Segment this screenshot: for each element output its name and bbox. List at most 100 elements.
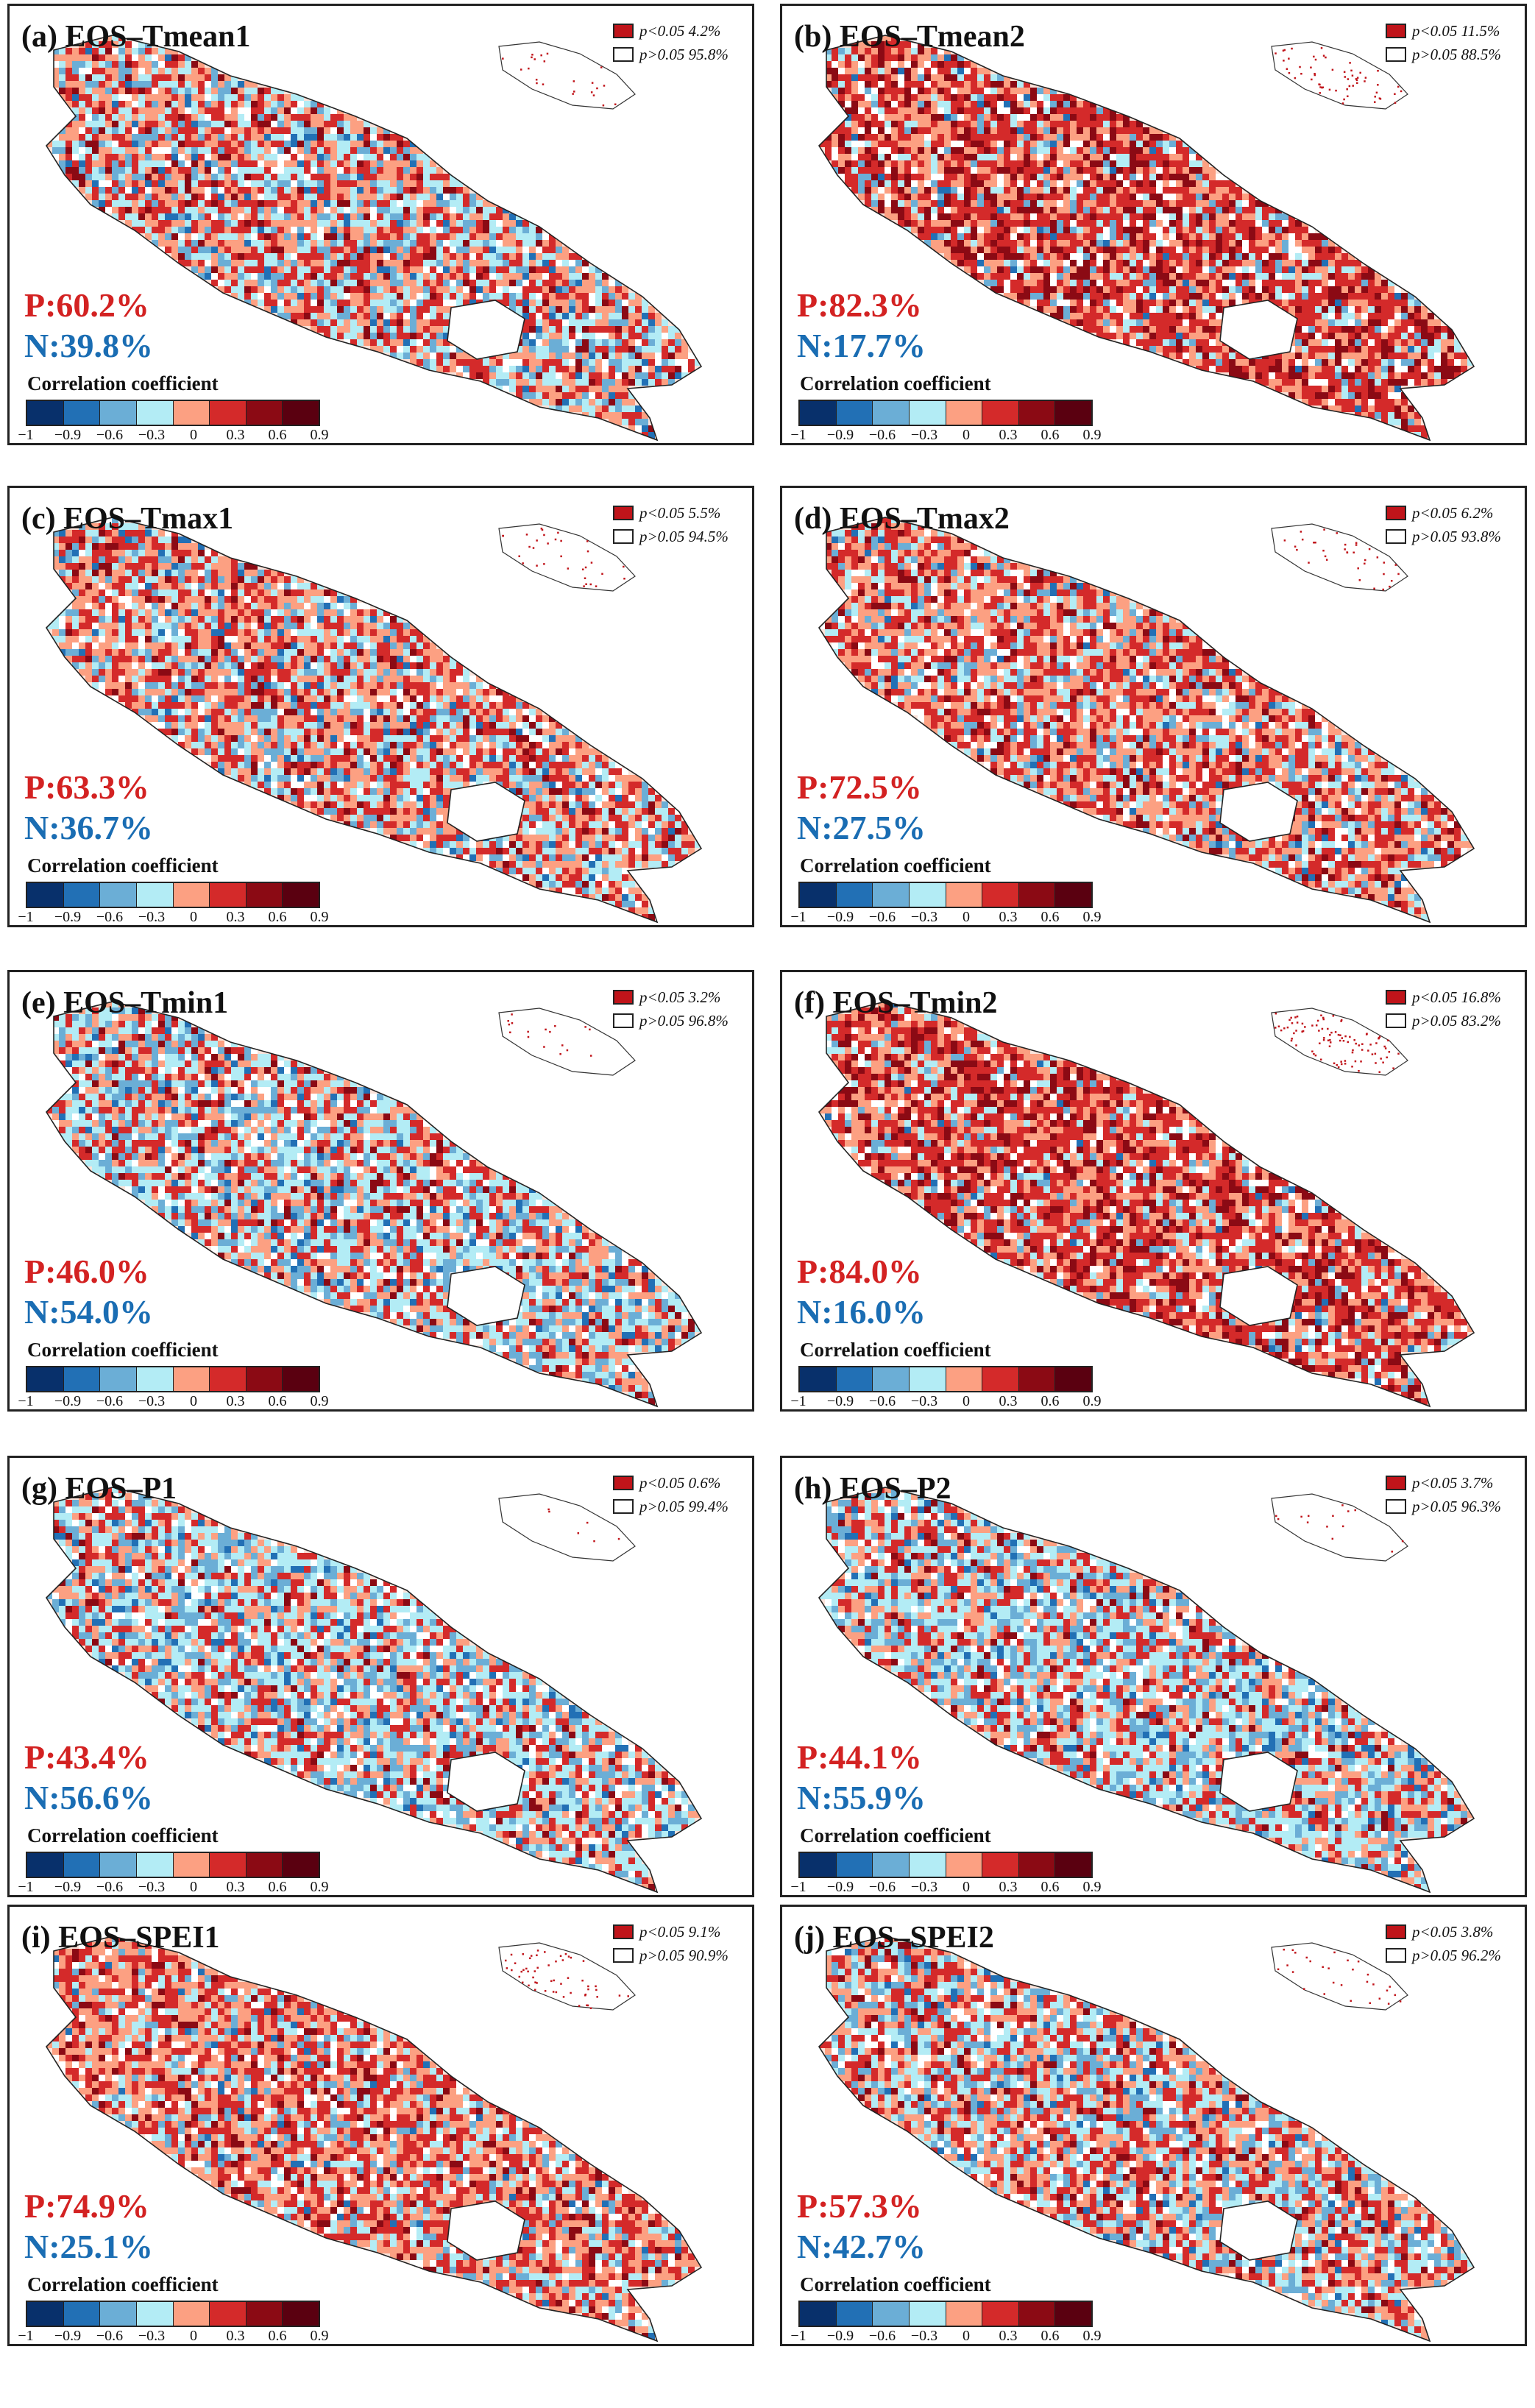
colorbar-tick-label: 0 — [963, 2328, 970, 2344]
significant-share: p<0.05 11.5% — [1412, 22, 1500, 40]
significance-inset-map — [1271, 523, 1408, 592]
colorbar-swatch-2 — [100, 883, 137, 907]
panel-title: (f) EOS–Tmin2 — [794, 985, 998, 1021]
colorbar-title: Correlation coefficient — [800, 1339, 991, 1361]
positive-share: P:60.2% — [24, 286, 149, 325]
region-outline — [45, 1936, 703, 2343]
colorbar-tick-label: 0.3 — [227, 427, 245, 443]
significance-inset-map — [1271, 1493, 1408, 1562]
map-panel-b: (b) EOS–Tmean2 p<0.05 11.5% p>0.05 88.5% P:… — [780, 4, 1527, 445]
colorbar-tick-label: 0.3 — [999, 427, 1018, 443]
colorbar-tick-label: −0.3 — [911, 909, 937, 925]
map-panel-a: (a) EOS–Tmean1 p<0.05 4.2% p>0.05 95.8% P:6… — [7, 4, 754, 445]
nonsignificant-share: p>0.05 93.8% — [1412, 528, 1501, 546]
colorbar-tick-label: −0.3 — [911, 2328, 937, 2344]
significant-swatch — [1386, 1924, 1406, 1939]
panel-title: (g) EOS–P1 — [21, 1471, 177, 1506]
colorbar-tick-label: 0.9 — [311, 2328, 329, 2344]
region-outline — [818, 35, 1475, 442]
colorbar-swatch-6 — [246, 1853, 283, 1877]
positive-share: P:74.9% — [24, 2186, 149, 2225]
correlation-map — [818, 517, 1475, 924]
significant-swatch — [1386, 506, 1406, 520]
region-outline — [45, 35, 703, 442]
colorbar-swatch-5 — [982, 2302, 1019, 2326]
colorbar-tick-label: −0.6 — [869, 2328, 896, 2344]
colorbar-title: Correlation coefficient — [800, 1824, 991, 1847]
panel-title: (d) EOS–Tmax2 — [794, 501, 1010, 537]
significant-swatch — [613, 1924, 634, 1939]
significance-inset-map — [498, 1942, 636, 2011]
colorbar-tick-label: 0.3 — [999, 1879, 1018, 1895]
nonsignificant-share: p>0.05 90.9% — [639, 1947, 728, 1965]
region-outline — [818, 1001, 1475, 1408]
positive-share: P:63.3% — [24, 768, 149, 807]
colorbar — [798, 1366, 1093, 1392]
colorbar-swatch-5 — [210, 883, 247, 907]
colorbar-tick-label: −0.6 — [869, 909, 896, 925]
correlation-map — [818, 1936, 1475, 2343]
panel-title: (c) EOS–Tmax1 — [21, 501, 233, 537]
colorbar-tick-label: −0.6 — [869, 1393, 896, 1409]
colorbar-tick-label: 0.9 — [311, 1879, 329, 1895]
colorbar-swatch-4 — [946, 1853, 983, 1877]
colorbar-tick-label: 0 — [963, 1879, 970, 1895]
correlation-map — [45, 35, 703, 442]
colorbar-swatch-5 — [982, 883, 1019, 907]
colorbar-swatch-1 — [63, 1853, 101, 1877]
region-outline — [45, 1487, 703, 1894]
colorbar-title: Correlation coefficient — [27, 854, 219, 877]
colorbar-swatch-2 — [100, 1853, 137, 1877]
map-panel-i: (i) EOS–SPEI1 p<0.05 9.1% p>0.05 90.9% P:74… — [7, 1905, 754, 2346]
colorbar-tick-label: 0 — [963, 1393, 970, 1409]
nonsignificant-share: p>0.05 99.4% — [639, 1498, 728, 1516]
positive-share: P:84.0% — [797, 1252, 922, 1291]
colorbar-tick-label: 0.3 — [227, 2328, 245, 2344]
colorbar-swatch-5 — [982, 401, 1019, 425]
colorbar-tick-label: −1 — [18, 1879, 33, 1895]
colorbar-swatch-7 — [1055, 401, 1091, 425]
colorbar-tick-label: −0.6 — [869, 1879, 896, 1895]
colorbar-swatch-4 — [946, 883, 983, 907]
colorbar — [26, 882, 320, 908]
panel-title: (b) EOS–Tmean2 — [794, 19, 1025, 54]
significant-share: p<0.05 9.1% — [639, 1923, 720, 1941]
colorbar-tick-label: −0.6 — [96, 1879, 123, 1895]
colorbar-swatch-5 — [982, 1367, 1019, 1391]
colorbar-tick-label: −1 — [18, 1393, 33, 1409]
colorbar-swatch-6 — [246, 401, 283, 425]
colorbar-tick-label: −0.9 — [827, 427, 854, 443]
significant-share: p<0.05 16.8% — [1412, 988, 1501, 1007]
region-outline — [45, 1001, 703, 1408]
region-outline — [818, 517, 1475, 924]
significant-swatch — [613, 506, 634, 520]
significant-swatch — [1386, 1476, 1406, 1490]
colorbar-title: Correlation coefficient — [27, 2273, 219, 2296]
colorbar-swatch-5 — [210, 2302, 247, 2326]
panel-title: (h) EOS–P2 — [794, 1471, 951, 1506]
colorbar-swatch-1 — [836, 1853, 873, 1877]
colorbar-tick-label: 0.3 — [999, 909, 1018, 925]
colorbar — [798, 1852, 1093, 1878]
correlation-map — [45, 1487, 703, 1894]
negative-share: N:39.8% — [24, 326, 153, 365]
positive-share: P:82.3% — [797, 286, 922, 325]
nonsignificant-swatch — [613, 1948, 634, 1963]
correlation-map — [45, 517, 703, 924]
colorbar-swatch-3 — [136, 1853, 174, 1877]
nonsignificant-share: p>0.05 95.8% — [639, 46, 728, 64]
colorbar-swatch-2 — [873, 1853, 910, 1877]
colorbar — [26, 1366, 320, 1392]
negative-share: N:16.0% — [797, 1292, 926, 1331]
colorbar-tick-label: −1 — [790, 427, 806, 443]
colorbar-tick-label: −1 — [18, 2328, 33, 2344]
colorbar-tick-label: −0.3 — [138, 1393, 165, 1409]
colorbar-swatch-2 — [873, 1367, 910, 1391]
positive-share: P:57.3% — [797, 2186, 922, 2225]
colorbar-swatch-2 — [100, 1367, 137, 1391]
correlation-map — [818, 1001, 1475, 1408]
nonsignificant-swatch — [613, 529, 634, 544]
significant-share: p<0.05 3.2% — [639, 988, 720, 1007]
negative-share: N:27.5% — [797, 808, 926, 847]
